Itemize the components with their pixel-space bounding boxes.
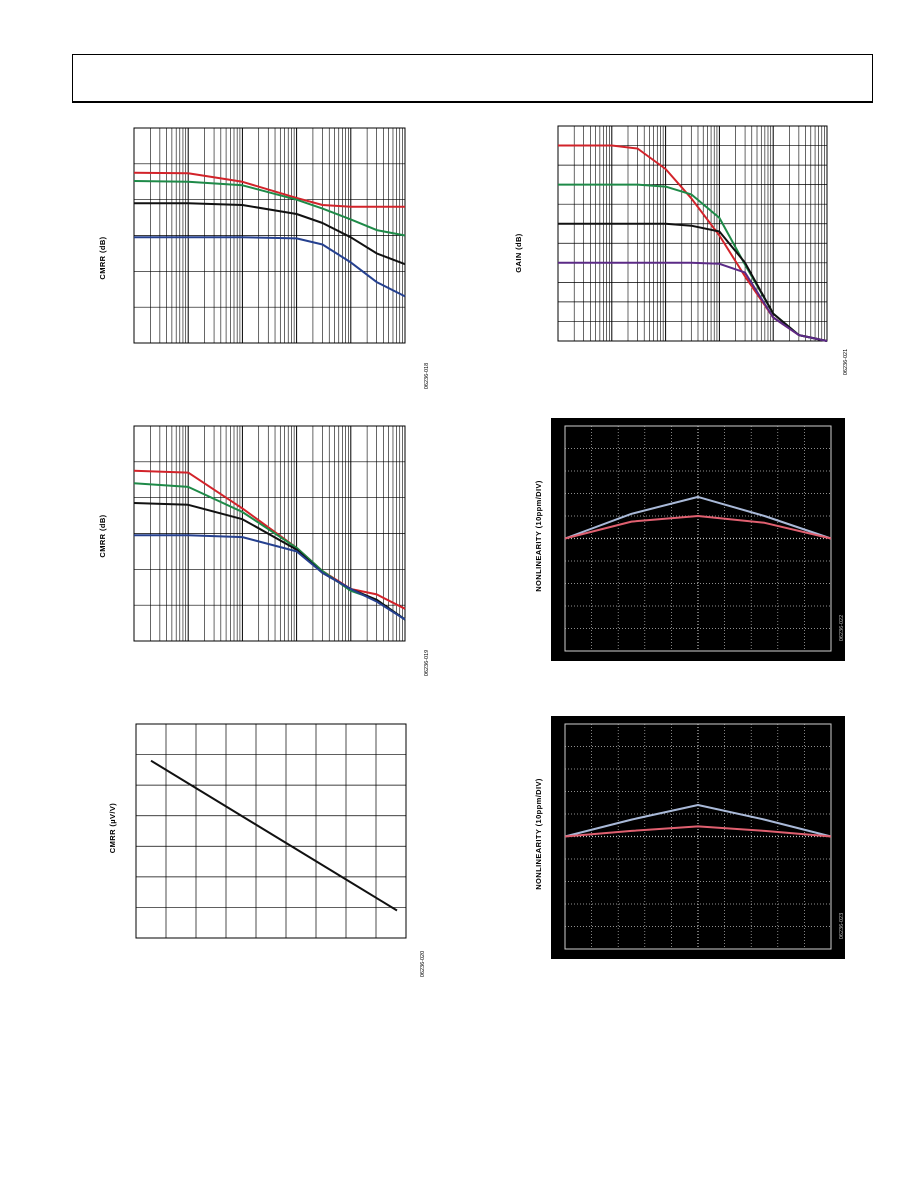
y-axis-label: NONLINEARITY (10ppm/DIV) [534,480,543,592]
figure-cmrr-vs-frequency-1: CMRR (dB) 06236-018 [90,118,450,389]
series-line-4 [134,236,406,298]
series-line-4 [558,261,828,342]
y-axis-label: CMRR (dB) [98,514,107,557]
figure-id: 06236-023 [839,913,845,939]
plot-area [133,425,406,642]
figure-id: 06236-020 [420,951,426,977]
series-line-1 [150,759,398,912]
page-header-box [72,54,873,103]
y-axis-label: CMRR (µV/V) [108,803,117,853]
plot-area [551,418,845,661]
series-line-1 [564,804,832,838]
figure-cmrr-vs-frequency-2: CMRR (dB) 06236-019 [90,418,450,688]
chart-nonlinearity-2: NONLINEARITY (10ppm/DIV) 06236-023 [534,716,845,959]
series-line-2 [133,180,406,237]
series-line-1 [564,495,832,540]
chart-nonlinearity-1: NONLINEARITY (10ppm/DIV) 06236-022 [534,418,845,661]
figure-id: 06236-022 [839,615,845,641]
plot-area [551,716,845,959]
chart-gain: GAIN (dB) 06236-021 [514,125,849,375]
series-line-3 [134,202,406,266]
figure-nonlinearity-1: NONLINEARITY (10ppm/DIV) 06236-022 [525,418,855,663]
y-axis-label: GAIN (dB) [514,233,523,273]
figure-id: 06236-018 [424,363,430,389]
series-line-3 [558,222,828,342]
chart-cmrr-2: CMRR (dB) 06236-019 [98,425,430,676]
figure-id: 06236-021 [843,349,849,375]
chart-cmrr-1: CMRR (dB) 06236-018 [98,127,430,389]
series-line-1 [133,171,405,208]
series-line-4 [134,534,406,621]
figure-gain-vs-frequency: GAIN (dB) 06236-021 [505,118,865,388]
figure-id: 06236-019 [424,650,430,676]
plot-area [557,125,828,342]
y-axis-label: CMRR (dB) [98,236,107,279]
plot-border [135,723,407,939]
series-line-2 [564,825,832,838]
chart-cmrr-linear: CMRR (µV/V) 06236-020 [108,723,426,977]
series-line-2 [564,515,832,540]
figure-cmrr-linear: CMRR (µV/V) 06236-020 [90,716,450,986]
figure-nonlinearity-2: NONLINEARITY (10ppm/DIV) 06236-023 [525,716,855,961]
y-axis-label: NONLINEARITY (10ppm/DIV) [534,778,543,890]
plot-area [133,127,406,344]
plot-area [135,723,407,939]
plot-border [557,125,828,342]
